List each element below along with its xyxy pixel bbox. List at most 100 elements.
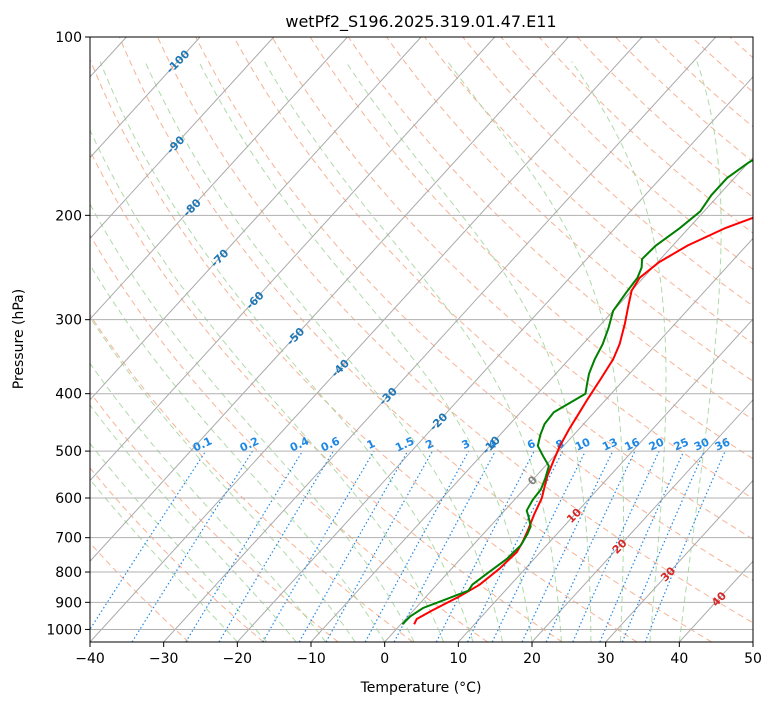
- isotherm: [457, 318, 753, 642]
- isotherm: [384, 237, 753, 642]
- plot-frame: [89, 36, 754, 643]
- y-axis-label: Pressure (hPa): [11, 289, 27, 389]
- moist-adiabat: [99, 61, 474, 642]
- x-tick-label: 50: [744, 651, 762, 667]
- mixing-ratio-line: [185, 450, 304, 642]
- mixing-ratio-line: [131, 450, 254, 642]
- isopleth-labels: 0.1 0.2 0.4 0.6 1 1.5 2 3 4 6 8 10 13 16 20 25 30 36-100-…: [164, 47, 733, 609]
- x-tick-label: −20: [223, 651, 253, 667]
- dry-adiabat: [271, 37, 753, 500]
- mixing-ratio-line: [364, 450, 470, 642]
- y-axis: 100 200 300 400 500 600 700 800 900 1000: [46, 30, 90, 638]
- y-tick-label: 900: [55, 595, 82, 611]
- dry-adiabat: [576, 37, 753, 198]
- dry-adiabat: [90, 542, 190, 642]
- profile-lines: [401, 158, 753, 625]
- mixing-ratio-label: 10: [573, 435, 593, 453]
- y-tick-label: 1000: [46, 622, 82, 638]
- isotherm: [90, 37, 643, 642]
- moist-adiabat: [90, 478, 238, 642]
- dry-adiabat: [424, 37, 753, 344]
- dry-adiabat: [233, 37, 753, 540]
- dry-adiabat: [386, 37, 753, 382]
- moist-adiabat: [90, 203, 415, 642]
- isotherm: [752, 641, 753, 642]
- mixing-ratio-line: [466, 450, 564, 642]
- isotherm: [163, 37, 717, 642]
- dry-adiabat: [347, 37, 753, 421]
- isotherm: [531, 399, 753, 642]
- isotherm: [90, 37, 496, 482]
- mixing-ratio-line: [90, 450, 207, 631]
- isotherm: [310, 156, 753, 642]
- dry-adiabat: [500, 37, 753, 270]
- isotherm: [605, 479, 753, 642]
- dry-adiabat: [90, 314, 414, 642]
- moist-adiabat: [571, 61, 667, 642]
- temperature-line: [413, 216, 753, 625]
- moist-adiabat: [678, 61, 722, 642]
- x-tick-label: 20: [523, 651, 541, 667]
- mixing-ratio-label: 30: [692, 435, 712, 453]
- dry-adiabat: [768, 37, 775, 642]
- mixing-ratio-line: [491, 450, 586, 642]
- background-lines: [90, 37, 775, 642]
- mixing-ratio-line: [644, 450, 726, 642]
- mixing-ratio-label: 13: [600, 435, 619, 453]
- mixing-ratio-line: [621, 450, 705, 642]
- moist-adiabat: [90, 128, 445, 642]
- mixing-ratio-label: 3: [460, 437, 472, 452]
- x-tick-label: 40: [670, 651, 688, 667]
- dry-adiabat: [90, 467, 264, 642]
- mixing-ratio-line: [572, 450, 660, 642]
- dry-adiabat: [615, 37, 753, 163]
- dry-adiabat: [729, 37, 753, 59]
- mixing-ratio-label: 36: [713, 435, 733, 453]
- mixing-ratio-label: 16: [623, 435, 643, 453]
- moist-adiabat: [263, 61, 562, 642]
- x-tick-label: 30: [597, 651, 615, 667]
- y-tick-label: 600: [55, 491, 82, 507]
- mixing-ratio-label: 2: [423, 437, 435, 452]
- moist-adiabat: [90, 404, 297, 642]
- dewpoint-line: [401, 158, 753, 625]
- moist-adiabat: [144, 61, 504, 642]
- x-axis-label: Temperature (°C): [360, 680, 482, 696]
- y-tick-label: 500: [55, 444, 82, 460]
- y-tick-label: 200: [55, 208, 82, 224]
- moist-adiabat: [447, 61, 625, 642]
- mixing-ratio-label: 25: [672, 435, 691, 453]
- moist-adiabat: [90, 264, 386, 642]
- isotherm: [236, 76, 753, 642]
- isotherm: [90, 37, 569, 563]
- y-tick-label: 800: [55, 565, 82, 581]
- moist-adiabat: [90, 316, 356, 642]
- y-tick-label: 700: [55, 531, 82, 547]
- mixing-ratio-line: [393, 450, 496, 642]
- dry-adiabat: [538, 37, 753, 234]
- moist-adiabat: [198, 61, 533, 642]
- x-tick-label: −10: [296, 651, 326, 667]
- x-tick-label: −30: [149, 651, 179, 667]
- isotherm: [90, 37, 275, 240]
- mixing-ratio-label: 20: [647, 435, 667, 453]
- dry-adiabat: [195, 37, 753, 582]
- moist-adiabat: [90, 362, 327, 642]
- y-tick-label: 100: [55, 30, 82, 46]
- dry-adiabat: [691, 37, 753, 93]
- dry-adiabat: [157, 37, 753, 624]
- mixing-ratio-line: [599, 450, 685, 642]
- x-tick-label: 0: [380, 651, 389, 667]
- isotherm: [90, 37, 348, 320]
- x-axis: −40 −30 −20 −10 0 10 20 30 40 50: [75, 642, 762, 667]
- x-tick-label: 10: [449, 651, 467, 667]
- chart-title: wetPf2_S196.2025.319.01.47.E11: [285, 12, 556, 32]
- y-tick-label: 300: [55, 313, 82, 329]
- adiabat-label: -100: [164, 47, 193, 76]
- dry-adiabat: [653, 37, 753, 128]
- dry-adiabat: [90, 149, 563, 642]
- dry-adiabat: [118, 37, 712, 642]
- y-tick-label: 400: [55, 387, 82, 403]
- mixing-ratio-label: 6: [525, 437, 538, 452]
